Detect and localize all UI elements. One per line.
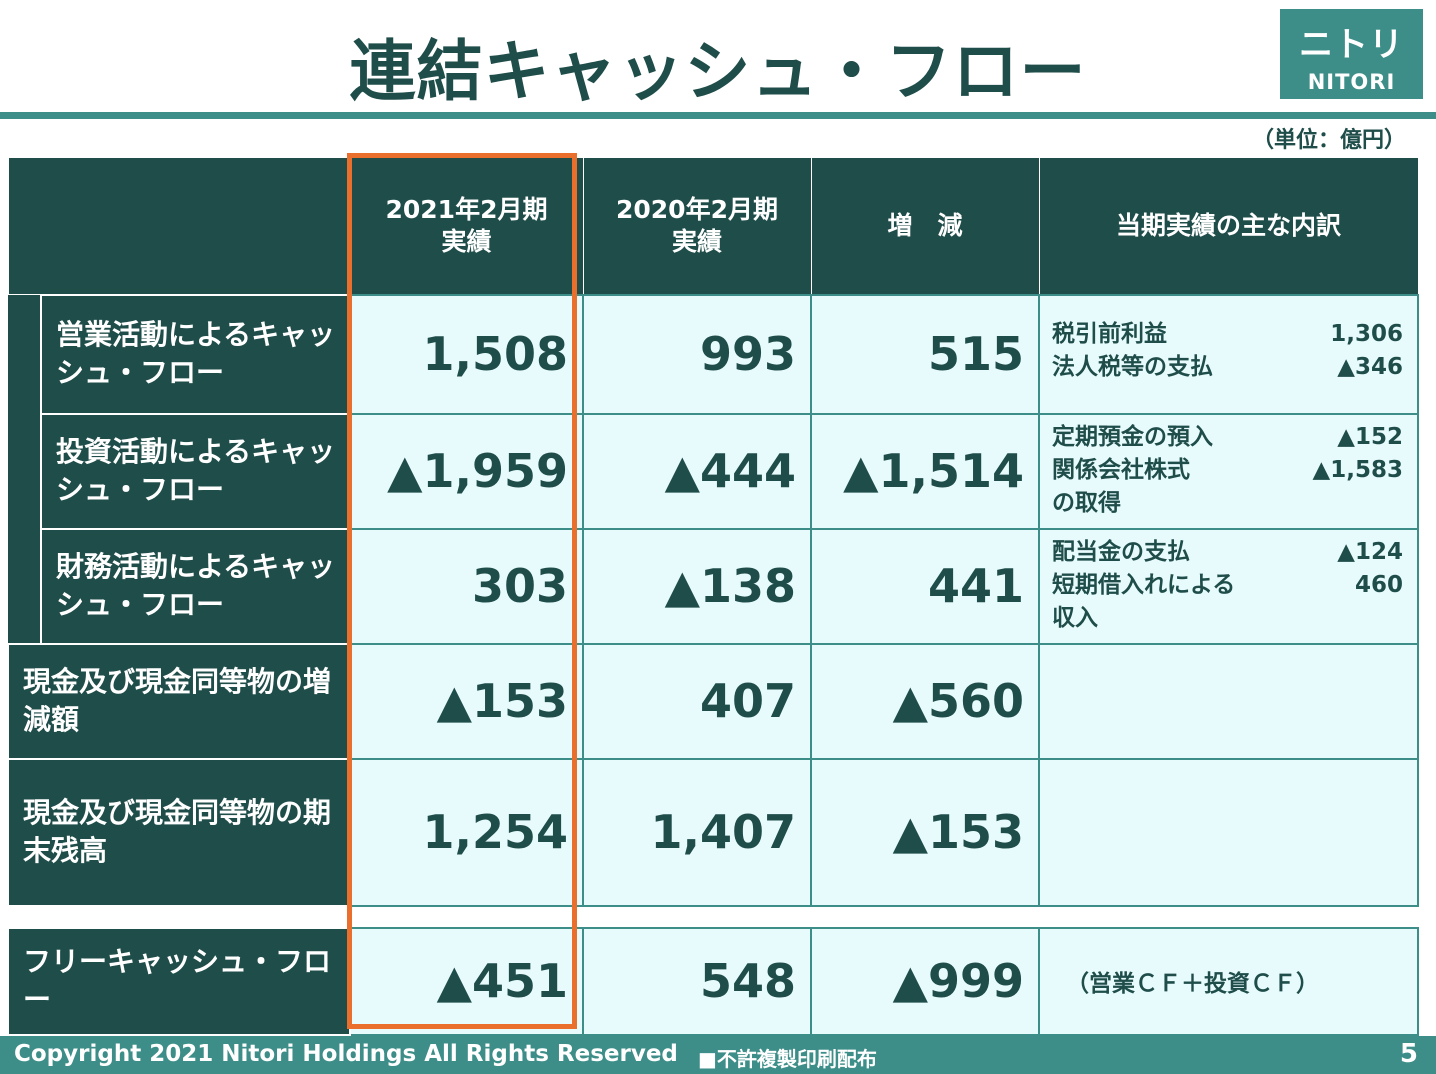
detail-line: 税引前利益 1,306 (1052, 320, 1403, 347)
detail-line: 法人税等の支払 ▲346 (1052, 353, 1403, 380)
value-change: 441 (810, 527, 1040, 645)
table-row: フリーキャッシュ・フロー ▲451 548 ▲999 （営業ＣＦ＋投資ＣＦ） (7, 926, 1419, 1036)
header-fy2021-line2: 実績 (441, 226, 492, 256)
indent-bar (8, 294, 42, 644)
reproduction-notice: ■不許複製印刷配布 (698, 1047, 877, 1071)
table-row: 財務活動によるキャッシュ・フロー 303 ▲138 441 配当金の支払 ▲124… (8, 527, 1419, 645)
breakdown-cell-empty (1038, 757, 1419, 907)
header-change: 増 減 (810, 157, 1040, 295)
header-breakdown: 当期実績の主な内訳 (1038, 157, 1419, 295)
value-fy2021: ▲1,959 (349, 412, 584, 530)
value-fy2020: 548 (582, 926, 812, 1036)
fy2021-highlight-frame (347, 153, 577, 1029)
value-fy2021: 1,254 (349, 757, 584, 907)
value-fy2020: 993 (582, 293, 812, 415)
cash-flow-table: 2021年2月期 実績 2020年2月期 実績 増 減 当期実績の主な内訳 営業… (7, 157, 1419, 1036)
detail-line: 短期借入れによる 460 (1052, 571, 1403, 598)
header-blank (7, 157, 351, 295)
value-fy2021: ▲451 (349, 926, 584, 1036)
value-change: 515 (810, 293, 1040, 415)
table-row: 現金及び現金同等物の期末残高 1,254 1,407 ▲153 (7, 757, 1419, 907)
breakdown-cell: 税引前利益 1,306 法人税等の支払 ▲346 (1038, 293, 1419, 415)
detail-line: の取得 (1052, 489, 1121, 516)
copyright: Copyright 2021 Nitori Holdings All Right… (14, 1041, 678, 1067)
header-fy2020-line2: 実績 (671, 226, 722, 256)
table-spacer (8, 905, 1418, 928)
breakdown-cell: 定期預金の預入 ▲152 関係会社株式 ▲1,583 の取得 (1038, 412, 1419, 530)
table-row: 営業活動によるキャッシュ・フロー 1,508 993 515 税引前利益 1,30… (8, 293, 1419, 644)
value-change: ▲1,514 (810, 412, 1040, 530)
value-change: ▲153 (810, 757, 1040, 907)
breakdown-cell-empty (1038, 642, 1419, 760)
row-label: フリーキャッシュ・フロー (7, 926, 351, 1036)
value-fy2021: ▲153 (349, 642, 584, 760)
row-label: 営業活動によるキャッシュ・フロー (40, 293, 351, 415)
table-row: 投資活動によるキャッシュ・フロー ▲1,959 ▲444 ▲1,514 定期預金… (8, 412, 1419, 530)
breakdown-cell: 配当金の支払 ▲124 短期借入れによる 460 収入 (1038, 527, 1419, 645)
header-fy2021: 2021年2月期 実績 (349, 157, 584, 295)
header-fy2021-line1: 2021年2月期 (385, 194, 548, 224)
row-label: 現金及び現金同等物の増減額 (7, 642, 351, 760)
header-fy2020: 2020年2月期 実績 (582, 157, 812, 295)
detail-line: 関係会社株式 ▲1,583 (1052, 456, 1403, 483)
breakdown-note: （営業ＣＦ＋投資ＣＦ） (1038, 926, 1419, 1036)
logo-roman: NITORI (1307, 70, 1396, 94)
value-fy2020: 1,407 (582, 757, 812, 907)
detail-line: 配当金の支払 ▲124 (1052, 538, 1403, 565)
unit-label: （単位：億円） (1251, 128, 1406, 153)
table-row: 現金及び現金同等物の増減額 ▲153 407 ▲560 (7, 642, 1419, 760)
value-change: ▲560 (810, 642, 1040, 760)
value-fy2020: ▲444 (582, 412, 812, 530)
logo-kana: ニトリ (1299, 25, 1404, 65)
header-fy2020-line1: 2020年2月期 (616, 194, 778, 224)
row-label: 現金及び現金同等物の期末残高 (7, 757, 351, 907)
detail-line: 収入 (1052, 604, 1098, 631)
value-fy2021: 303 (349, 527, 584, 645)
page-title: 連結キャッシュ・フロー (349, 33, 1087, 110)
value-fy2020: 407 (582, 642, 812, 760)
value-change: ▲999 (810, 926, 1040, 1036)
free-cf-note: （営業ＣＦ＋投資ＣＦ） (1066, 971, 1319, 997)
value-fy2020: ▲138 (582, 527, 812, 645)
page-number: 5 (1399, 1039, 1418, 1069)
header-row: 2021年2月期 実績 2020年2月期 実績 増 減 当期実績の主な内訳 (7, 157, 1419, 295)
title-divider (0, 112, 1436, 119)
footer: Copyright 2021 Nitori Holdings All Right… (0, 1036, 1436, 1074)
detail-line: 定期預金の預入 ▲152 (1052, 423, 1403, 450)
row-label: 投資活動によるキャッシュ・フロー (40, 412, 351, 530)
row-label: 財務活動によるキャッシュ・フロー (40, 527, 351, 645)
nitori-logo: ニトリ NITORI (1280, 9, 1423, 99)
